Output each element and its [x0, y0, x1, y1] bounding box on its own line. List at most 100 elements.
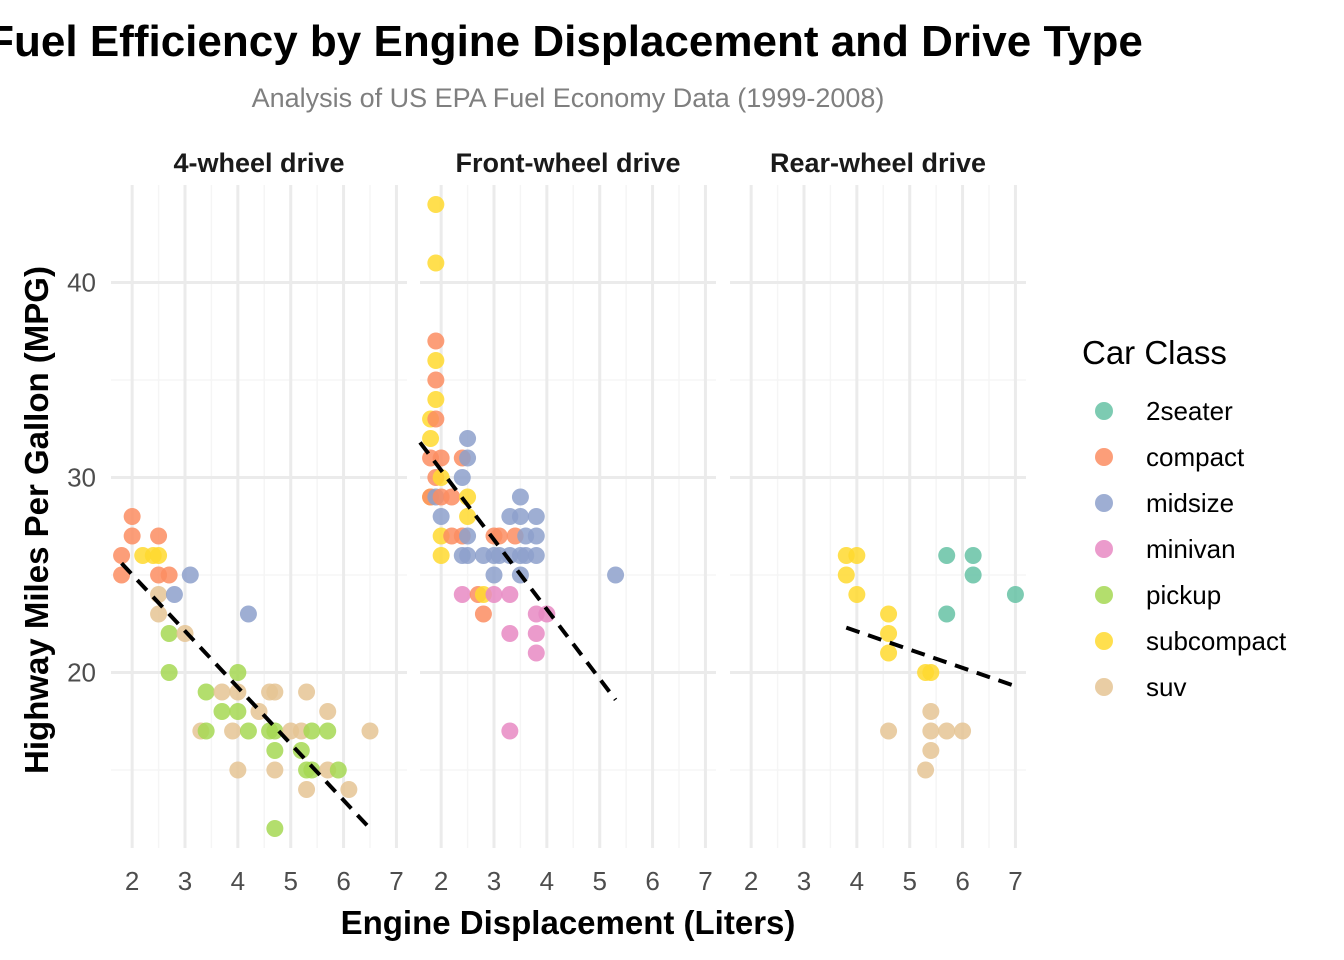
data-point-subcompact [880, 605, 898, 623]
data-point-minivan [501, 586, 519, 603]
data-point-subcompact [880, 625, 898, 642]
data-point-subcompact [427, 391, 445, 408]
data-point-midsize [511, 508, 529, 525]
facet-panel: Front-wheel drive 2 3 4 5 6 7 [418, 148, 716, 896]
x-tick-label: 4 [231, 866, 245, 896]
y-tick-label: 30 [67, 463, 96, 493]
data-point-compact [160, 566, 178, 584]
x-tick-label: 7 [1008, 866, 1022, 896]
x-tick-label: 6 [336, 866, 350, 896]
data-point-suv [229, 761, 247, 779]
data-point-midsize [459, 547, 477, 564]
data-point-2seater [964, 566, 982, 584]
legend-label: suv [1146, 672, 1186, 702]
x-tick-label: 2 [434, 866, 448, 896]
data-point-midsize [527, 527, 545, 545]
data-point-midsize [527, 508, 545, 525]
legend-key-suv [1095, 678, 1113, 696]
y-tick-label: 20 [67, 658, 96, 688]
x-tick-label: 5 [592, 866, 606, 896]
x-tick-label: 4 [540, 866, 554, 896]
data-point-compact [123, 527, 141, 545]
facet-strip-label: 4-wheel drive [173, 148, 344, 178]
legend-label: subcompact [1146, 626, 1287, 656]
data-point-compact [474, 605, 492, 623]
chart-title: Fuel Efficiency by Engine Displacement a… [0, 17, 1143, 66]
data-point-midsize [607, 566, 625, 584]
x-tick-label: 2 [744, 866, 758, 896]
data-point-minivan [527, 625, 545, 642]
data-point-midsize [165, 586, 183, 603]
data-point-pickup [303, 761, 321, 779]
data-point-midsize [239, 605, 257, 623]
x-tick-label: 6 [645, 866, 659, 896]
data-point-subcompact [432, 469, 450, 486]
data-point-compact [427, 410, 445, 428]
data-point-subcompact [422, 430, 440, 447]
data-point-suv [922, 722, 940, 740]
data-point-compact [427, 371, 445, 389]
data-point-compact [150, 527, 168, 545]
data-point-2seater [938, 547, 956, 564]
facet-strip-label: Rear-wheel drive [770, 148, 986, 178]
legend-label: minivan [1146, 534, 1236, 564]
data-point-compact [427, 332, 445, 350]
data-point-subcompact [848, 586, 866, 603]
legend-label: 2seater [1146, 396, 1233, 426]
data-point-suv [938, 722, 956, 740]
data-point-midsize [511, 488, 529, 506]
x-tick-label: 3 [178, 866, 192, 896]
x-tick-label: 7 [698, 866, 712, 896]
facet-panels: 4-wheel drive 2 3 4 5 6 7 Front-wheel drive 2 3 4 5… [111, 148, 1026, 896]
data-point-suv [319, 703, 337, 720]
data-point-midsize [459, 449, 477, 467]
data-point-minivan [527, 644, 545, 662]
x-tick-label: 6 [955, 866, 969, 896]
data-point-suv [298, 683, 316, 701]
data-point-pickup [266, 722, 284, 740]
data-point-subcompact [880, 644, 898, 662]
facet-panel: 4-wheel drive 2 3 4 5 6 7 [111, 148, 407, 896]
data-point-suv [917, 761, 935, 779]
data-point-pickup [329, 761, 347, 779]
data-point-pickup [266, 820, 284, 837]
data-point-pickup [303, 722, 321, 740]
legend-key-midsize [1095, 494, 1113, 512]
legend: Car Class 2seater compact midsize minivan pi… [1082, 334, 1287, 702]
legend-key-compact [1095, 448, 1113, 466]
data-point-subcompact [432, 547, 450, 564]
data-point-2seater [938, 605, 956, 623]
trend-line [120, 561, 372, 830]
data-point-suv [922, 703, 940, 720]
chart-subtitle: Analysis of US EPA Fuel Economy Data (19… [252, 83, 885, 113]
legend-title: Car Class [1082, 334, 1227, 371]
facet-strip-label: Front-wheel drive [455, 148, 680, 178]
data-point-minivan [485, 586, 503, 603]
legend-key-subcompact [1095, 632, 1113, 650]
data-point-suv [224, 722, 242, 740]
x-tick-label: 2 [125, 866, 139, 896]
data-point-compact [443, 488, 461, 506]
data-point-pickup [229, 703, 247, 720]
data-point-suv [361, 722, 379, 740]
data-point-compact [113, 547, 131, 564]
data-point-subcompact [837, 566, 855, 584]
legend-key-minivan [1095, 540, 1113, 558]
legend-key-2seater [1095, 402, 1113, 420]
x-tick-label: 7 [389, 866, 403, 896]
legend-label: pickup [1146, 580, 1221, 610]
legend-label: compact [1146, 442, 1245, 472]
y-axis-ticks: 20 30 40 [67, 268, 96, 688]
data-point-suv [880, 722, 898, 740]
data-point-suv [954, 722, 972, 740]
data-point-pickup [197, 722, 215, 740]
x-tick-label: 4 [850, 866, 864, 896]
data-point-midsize [485, 566, 503, 584]
data-point-compact [123, 508, 141, 525]
data-point-subcompact [150, 547, 168, 564]
facet-panel: Rear-wheel drive 2 3 4 5 6 7 [730, 148, 1026, 896]
x-tick-label: 5 [283, 866, 297, 896]
data-point-minivan [453, 586, 471, 603]
data-point-pickup [160, 625, 178, 642]
